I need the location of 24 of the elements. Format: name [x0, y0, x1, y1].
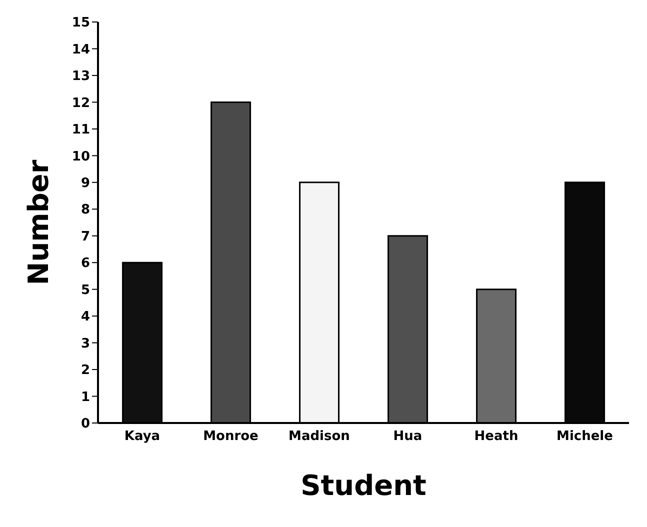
y-tick-label: 3: [80, 336, 90, 352]
y-tick-label: 9: [80, 176, 90, 192]
y-tick-label: 14: [72, 42, 90, 58]
x-tick-label: Hua: [393, 429, 422, 444]
y-tick-label: 13: [72, 69, 90, 84]
y-tick-label: 2: [80, 363, 90, 378]
y-tick-label: 10: [72, 149, 90, 164]
y-tick-label: 15: [72, 16, 90, 31]
x-tick-label: Heath: [474, 429, 518, 444]
y-tick-label: 8: [80, 202, 90, 218]
y-tick-label: 5: [80, 282, 90, 298]
y-tick-label: 6: [80, 256, 90, 272]
y-axis-title: Number: [22, 160, 55, 286]
y-tick-label: 0: [80, 416, 90, 432]
x-axis-title: Student: [300, 469, 426, 502]
x-tick-label: Kaya: [124, 429, 160, 444]
x-tick-label: Michele: [556, 429, 614, 444]
y-tick-label: 12: [72, 96, 90, 111]
y-tick-label: 7: [80, 229, 90, 244]
x-tick-label: Monroe: [203, 429, 259, 444]
y-tick-label: 4: [80, 310, 90, 325]
y-tick-label: 11: [72, 122, 90, 138]
y-tick-label: 1: [80, 390, 90, 405]
x-tick-label: Madison: [288, 429, 350, 444]
